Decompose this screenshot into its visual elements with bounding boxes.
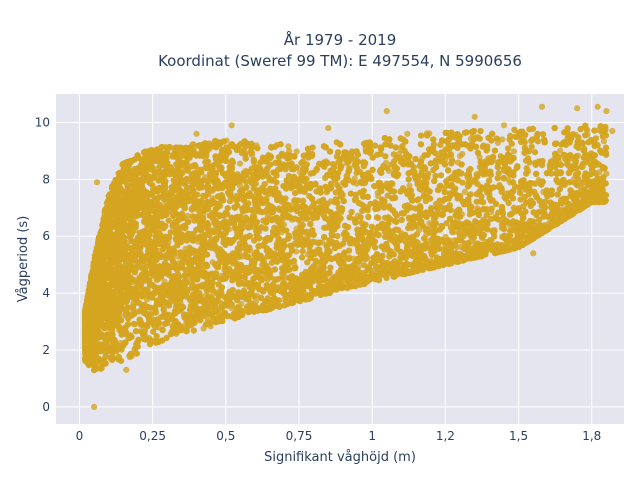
scatter-points bbox=[82, 103, 616, 410]
chart-title-line-2: Koordinat (Sweref 99 TM): E 497554, N 59… bbox=[158, 52, 522, 70]
scatter-point bbox=[600, 138, 608, 145]
scatter-point bbox=[499, 136, 506, 143]
scatter-point bbox=[510, 148, 517, 155]
scatter-point bbox=[293, 148, 300, 155]
scatter-point bbox=[375, 193, 382, 200]
scatter-point bbox=[406, 182, 413, 189]
scatter-point bbox=[285, 143, 292, 150]
scatter-point bbox=[557, 147, 564, 154]
chart-title-line-1: År 1979 - 2019 bbox=[284, 30, 397, 49]
scatter-point bbox=[236, 160, 244, 167]
scatter-point bbox=[461, 188, 468, 195]
scatter-point bbox=[456, 153, 464, 160]
